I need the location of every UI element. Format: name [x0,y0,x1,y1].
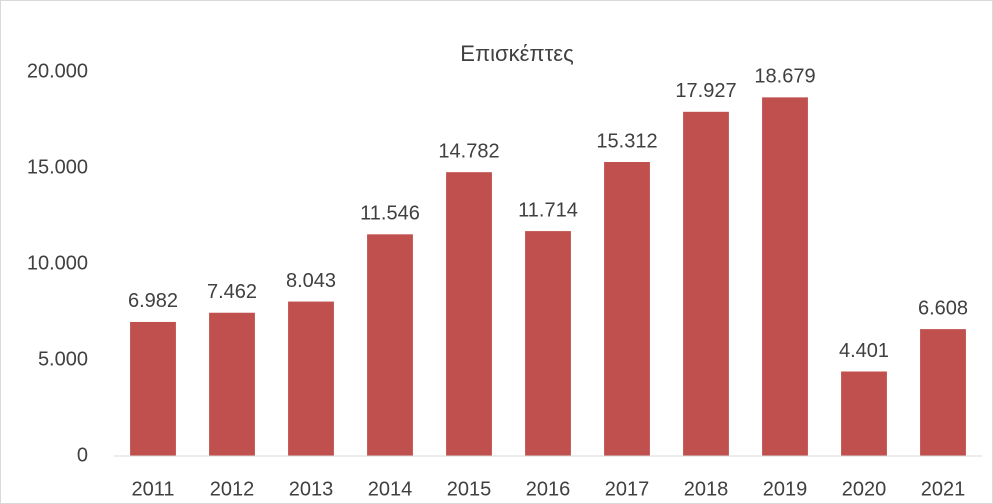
y-tick-label: 0 [77,444,88,466]
data-label: 14.782 [438,140,499,162]
y-tick-label: 10.000 [27,252,88,274]
x-tick-label: 2018 [684,478,729,500]
x-tick-label: 2021 [921,478,966,500]
x-tick-label: 2011 [131,478,174,500]
bar [446,172,492,456]
chart-title: Επισκέπτες [460,41,573,66]
x-tick-label: 2017 [605,478,650,500]
bar [525,231,571,456]
x-tick-label: 2013 [289,478,334,500]
data-label: 8.043 [286,270,336,292]
data-label: 11.546 [360,203,420,225]
bar [209,312,255,456]
data-label: 15.312 [596,130,657,152]
x-tick-label: 2012 [210,478,255,500]
bar [604,162,650,457]
x-tick-label: 2016 [526,478,571,500]
y-tick-label: 15.000 [27,156,88,178]
data-label: 6.608 [918,297,968,319]
bar [288,301,334,456]
data-label: 7.462 [207,281,257,303]
bar [367,234,413,456]
data-label: 17.927 [675,80,736,102]
bar [762,97,808,457]
bar [920,329,966,456]
data-label: 18.679 [754,66,815,88]
data-label: 4.401 [839,340,889,362]
bar [130,321,176,456]
data-label: 11.714 [518,199,578,221]
x-tick-label: 2019 [763,478,808,500]
bar [683,111,729,456]
x-tick-label: 2015 [447,478,492,500]
x-tick-label: 2020 [842,478,887,500]
data-label: 6.982 [128,290,178,312]
y-tick-label: 5.000 [38,348,88,370]
bar [841,371,887,456]
x-tick-label: 2014 [368,478,413,500]
y-tick-label: 20.000 [27,60,88,82]
